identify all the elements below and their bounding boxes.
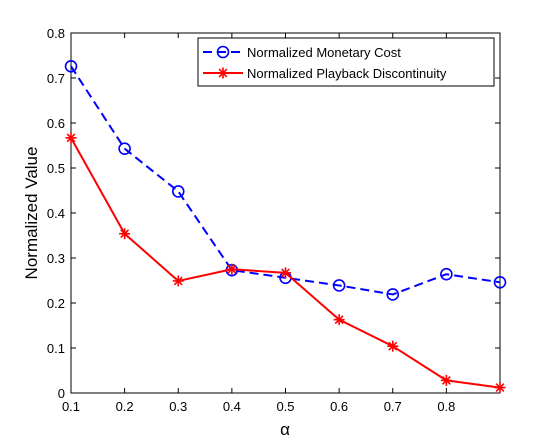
y-axis: 0 0.1 0.2 0.3 0.4 0.5 0.6 0.7 0.8 — [47, 26, 500, 401]
y-tick-label: 0.1 — [47, 341, 65, 356]
y-tick-label: 0.4 — [47, 206, 65, 221]
data-point — [64, 60, 78, 73]
legend: Normalized Monetary Cost Normalized Play… — [197, 37, 495, 87]
x-tick-label: 0.8 — [437, 399, 455, 414]
x-axis: 0.1 0.2 0.3 0.4 0.5 0.6 0.7 0.8 — [62, 33, 455, 414]
data-point — [440, 374, 452, 386]
x-tick-label: 0.2 — [116, 399, 134, 414]
y-tick-label: 0.6 — [47, 116, 65, 131]
data-point — [171, 185, 185, 198]
data-point — [280, 267, 291, 279]
y-tick-label: 0 — [58, 386, 65, 401]
x-tick-label: 0.3 — [169, 399, 187, 414]
data-point — [333, 314, 345, 326]
data-point — [494, 382, 506, 394]
data-point — [172, 275, 184, 287]
legend-marker-monetary-cost — [216, 45, 230, 59]
legend-box — [197, 37, 495, 87]
data-point — [387, 340, 399, 352]
x-axis-label: α — [280, 420, 290, 439]
y-tick-label: 0.5 — [47, 161, 65, 176]
x-tick-label: 0.6 — [330, 399, 348, 414]
legend-marker-symbol — [216, 45, 230, 59]
y-tick-label: 0.7 — [47, 71, 65, 86]
x-tick-label: 0.5 — [276, 399, 294, 414]
legend-marker-symbol — [217, 67, 229, 79]
y-tick-label: 0.3 — [47, 251, 65, 266]
y-tick-label: 0.8 — [47, 26, 65, 41]
legend-label-playback-discontinuity: Normalized Playback Discontinuity — [247, 66, 447, 81]
data-point — [332, 279, 346, 292]
data-point — [118, 142, 131, 155]
series-layer — [64, 60, 507, 394]
legend-marker-playback-discontinuity — [217, 67, 229, 79]
x-tick-label: 0.4 — [223, 399, 241, 414]
legend-label-monetary-cost: Normalized Monetary Cost — [247, 45, 401, 60]
data-point — [493, 275, 507, 289]
data-point — [386, 288, 400, 301]
data-point — [65, 132, 77, 144]
data-point — [440, 267, 453, 281]
y-tick-label: 0.2 — [47, 296, 65, 311]
y-axis-label: Normalized Value — [22, 147, 41, 280]
x-tick-label: 0.1 — [62, 399, 80, 414]
data-point — [119, 228, 131, 240]
data-point — [226, 263, 238, 275]
x-tick-label: 0.7 — [384, 399, 402, 414]
plot-area — [70, 32, 501, 394]
